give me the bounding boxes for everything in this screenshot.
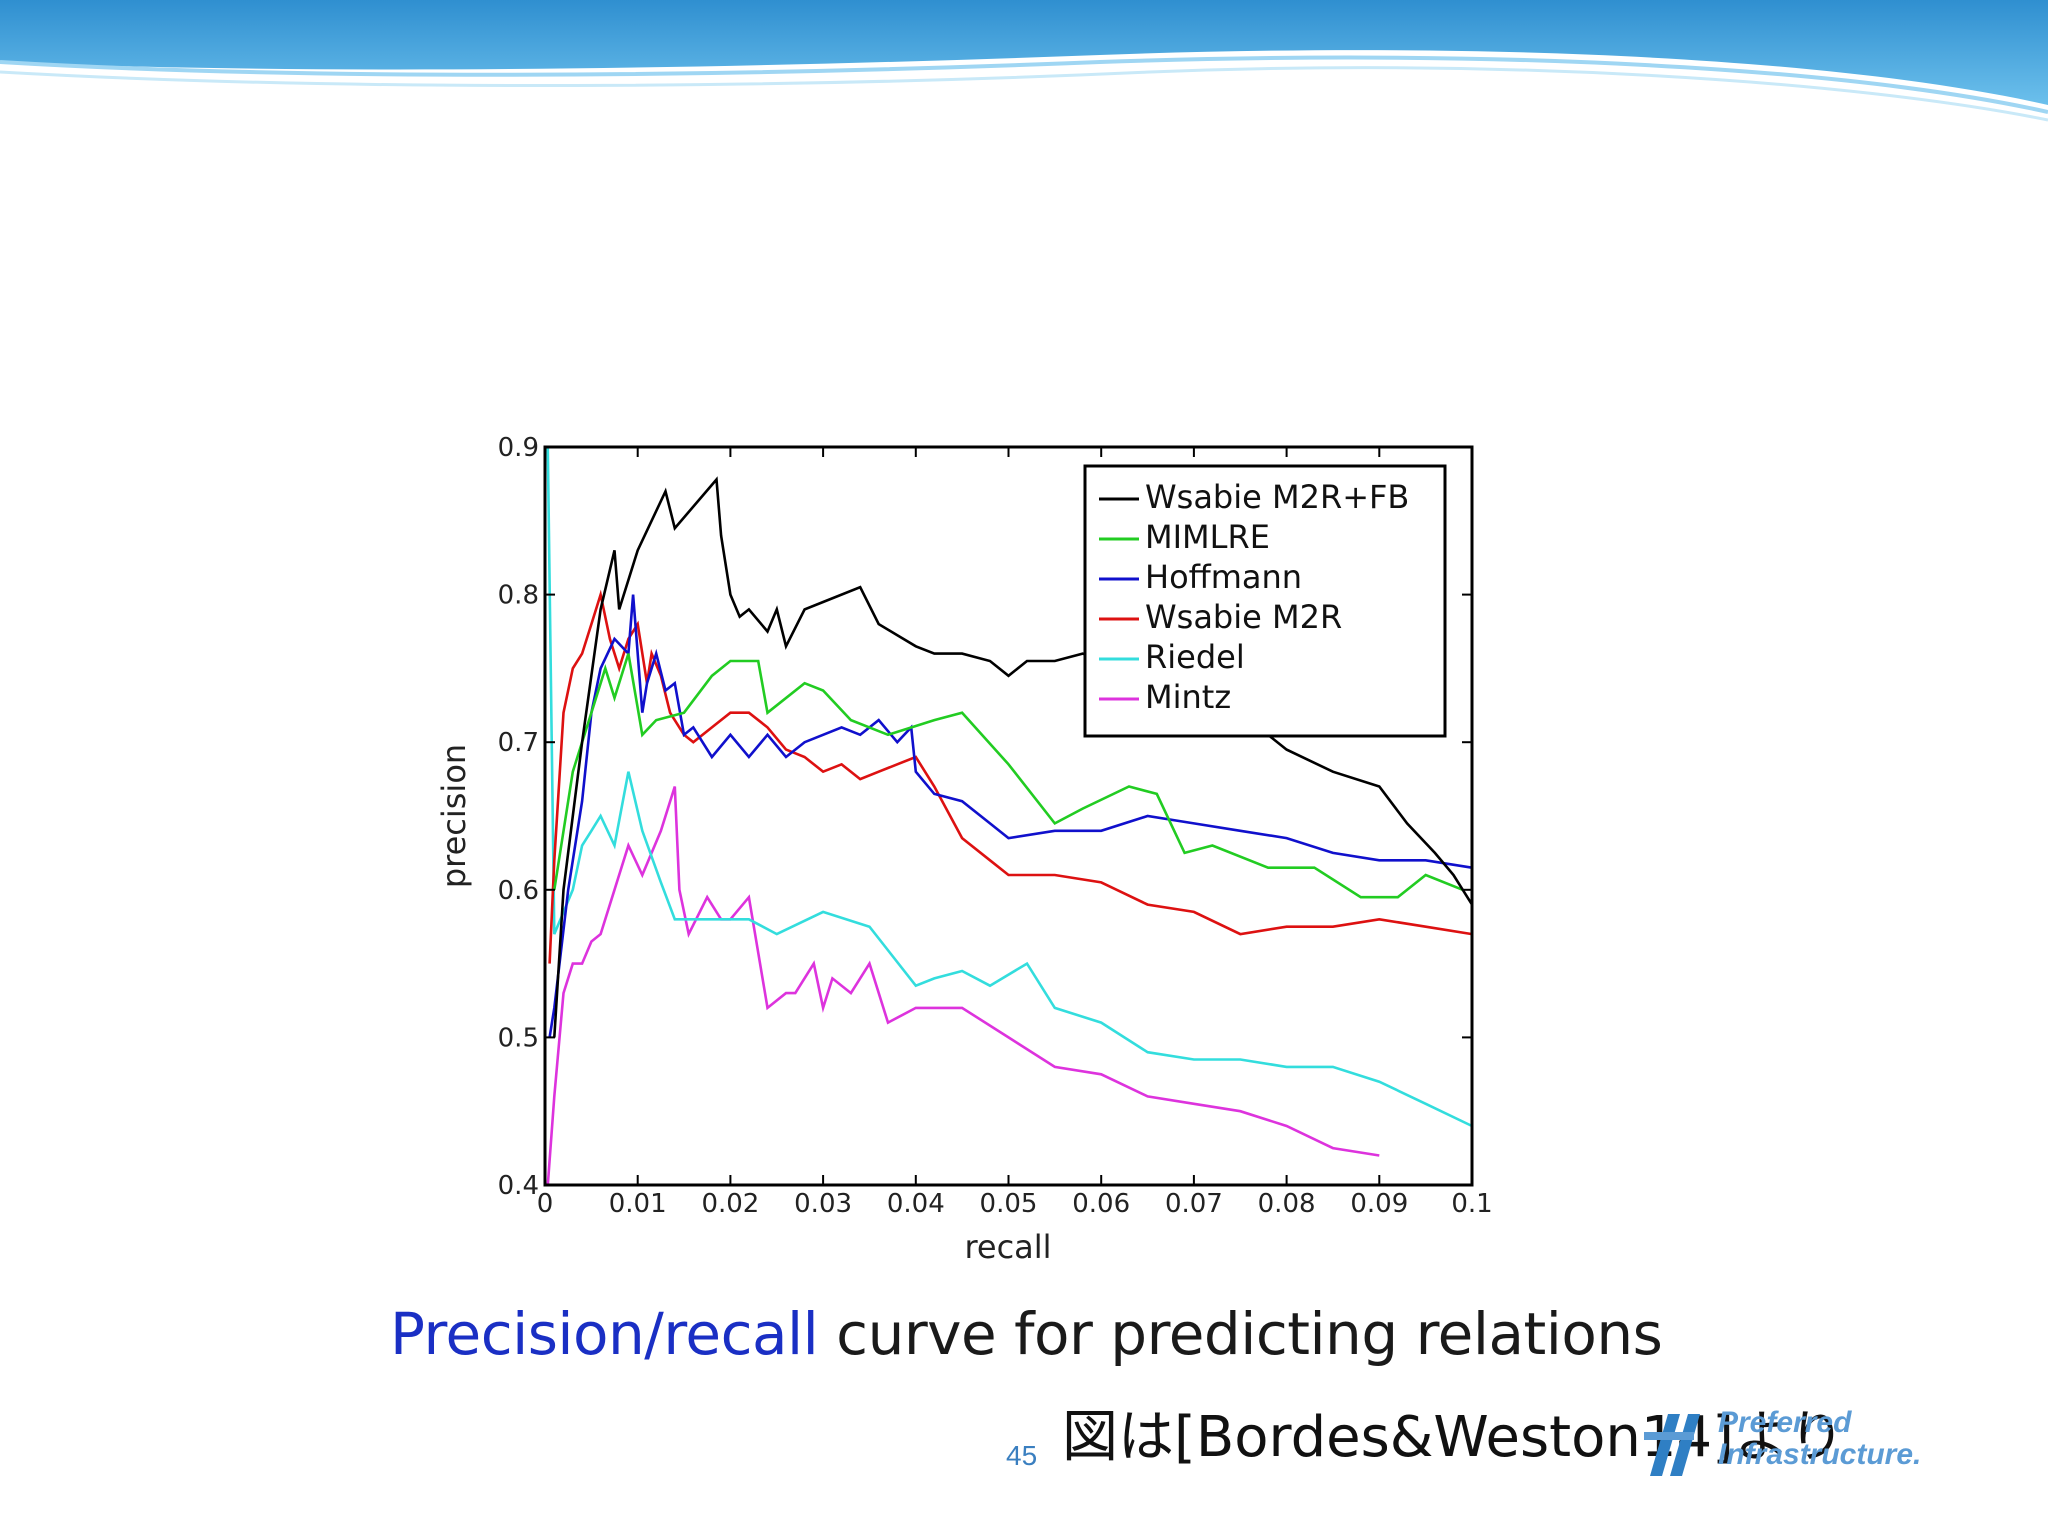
legend-label: Wsabie M2R [1145,598,1342,636]
y-tick-label: 0.5 [498,1023,539,1053]
caption-text: curve for predicting relations [818,1300,1663,1368]
y-tick-label: 0.6 [498,876,539,906]
x-tick-label: 0.05 [980,1189,1038,1219]
series-line-wsabie-m2r [548,589,1473,964]
y-tick-label: 0.4 [498,1171,539,1201]
legend-label: Wsabie M2R+FB [1145,478,1409,516]
legend-label: Hoffmann [1145,558,1302,596]
logo-text-line1: Preferred [1718,1406,1852,1439]
x-axis-label: recall [964,1228,1051,1266]
x-tick-label: 0.07 [1165,1189,1223,1219]
logo-mark-icon [1644,1414,1700,1476]
y-axis: 0.4 0.5 0.6 0.7 0.8 0.9 [498,433,1472,1201]
x-tick-label: 0.1 [1451,1189,1492,1219]
x-tick-label: 0.06 [1072,1189,1130,1219]
page-number: 45 [1006,1440,1038,1471]
logo-text-line2: Infrastructure. [1718,1438,1922,1471]
chart-caption: Precision/recall curve for predicting re… [390,1300,1663,1368]
legend-label: Mintz [1145,678,1231,716]
x-tick-label: 0.01 [609,1189,667,1219]
series-line-riedel [546,446,1473,1128]
legend-label: Riedel [1145,638,1245,676]
source-citation: 図は[Bordes&Weston14]より [1062,1405,1845,1470]
series-line-mintz [546,786,1380,1186]
y-tick-label: 0.8 [498,581,539,611]
legend-label: MIMLRE [1145,518,1270,556]
x-tick-label: 0.02 [701,1189,759,1219]
x-tick-label: 0.03 [794,1189,852,1219]
slide-header-banner [0,0,2048,122]
x-tick-label: 0.04 [887,1189,945,1219]
company-logo: Preferred Infrastructure. [1640,1406,1970,1476]
series-line-mimlre [553,653,1464,899]
legend-box [1083,464,1447,738]
y-tick-label: 0.7 [498,728,539,758]
y-axis-label: precision [435,744,473,888]
x-tick-label: 0.08 [1258,1189,1316,1219]
x-axis: 0 0.01 0.02 0.03 0.04 0.05 0.06 0.07 0.08 0.09 0.1 [537,447,1493,1219]
x-tick-label: 0.09 [1350,1189,1408,1219]
caption-highlight: Precision/recall [390,1300,819,1368]
x-tick-label: 0 [537,1189,554,1219]
y-tick-label: 0.9 [498,433,539,463]
